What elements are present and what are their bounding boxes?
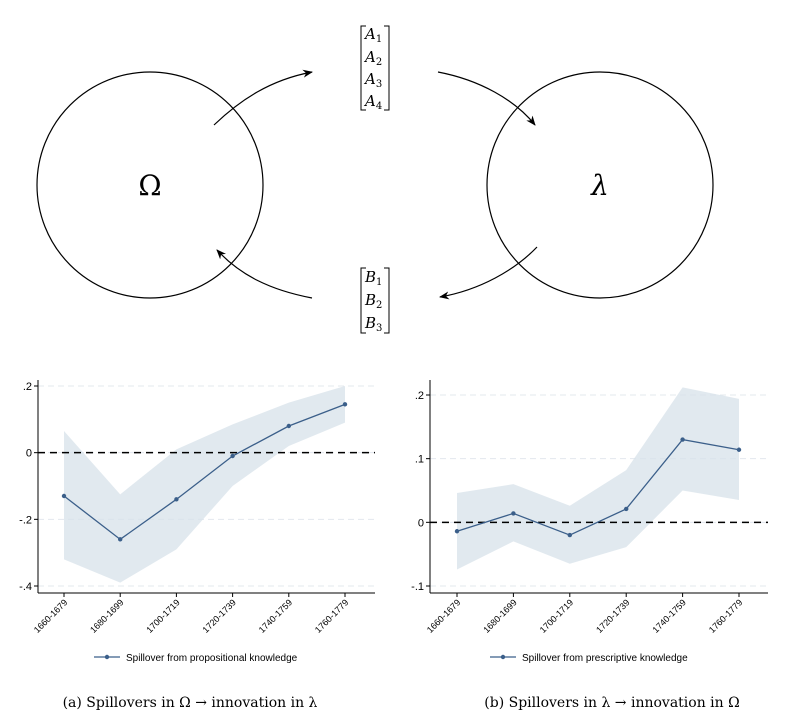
diagram: Ω λ A1 A2 A3 A4 B1 B2 B3 [36, 25, 714, 334]
x-tick-label: 1680-1699 [88, 597, 126, 635]
arrow-a-to-lambda [437, 71, 536, 126]
x-tick-label: 1660-1679 [32, 597, 70, 635]
x-tick-label: 1760-1779 [313, 597, 351, 635]
vector-a-entry: A4 [363, 92, 382, 112]
y-tick-label: -.1 [411, 581, 424, 593]
y-tick-label: -.4 [19, 581, 32, 593]
y-tick-label: -.2 [19, 514, 32, 526]
omega-circle [36, 71, 264, 299]
vector-b-entry: B1 [364, 268, 382, 288]
y-tick-label: 0 [26, 448, 32, 460]
data-point [342, 402, 348, 407]
data-point [680, 437, 685, 442]
vector-b-entry: B2 [364, 291, 382, 311]
lambda-label: λ [590, 169, 609, 202]
y-tick-label: 0 [418, 517, 424, 529]
x-tick-label: 1740-1759 [651, 597, 689, 635]
data-point [61, 493, 67, 499]
data-point [174, 497, 179, 502]
data-point [736, 447, 742, 452]
legend-label: Spillover from prescriptive knowledge [522, 653, 688, 664]
vector-b-entry: B3 [364, 314, 382, 334]
x-tick-label: 1720-1739 [201, 597, 239, 635]
vector-b-right-bracket [384, 267, 390, 334]
x-tick-label: 1660-1679 [425, 597, 463, 635]
x-tick-label: 1760-1779 [707, 597, 745, 635]
x-tick-label: 1700-1719 [538, 597, 576, 635]
lambda-circle [486, 71, 714, 299]
legend-label: Spillover from propositional knowledge [126, 653, 298, 664]
confidence-band [64, 386, 345, 583]
data-point [230, 453, 235, 459]
series-line [63, 403, 346, 541]
data-point [286, 423, 291, 429]
x-tick-label: 1720-1739 [594, 597, 632, 635]
vector-a-entry: A3 [363, 70, 382, 90]
vector-b: B1 B2 B3 [360, 267, 390, 334]
data-point [454, 529, 460, 534]
vector-a-entry: A2 [363, 48, 382, 68]
series-line [456, 438, 740, 536]
vector-a-entry: A1 [363, 25, 382, 45]
arrow-lambda-to-b [439, 246, 538, 300]
arrow-omega-to-a [213, 69, 313, 126]
data-point [624, 506, 629, 512]
caption-b: (b) Spillovers in λ → innovation in Ω [484, 695, 739, 711]
vector-a-left-bracket [360, 25, 366, 111]
y-tick-label: .1 [415, 454, 424, 466]
x-tick-label: 1680-1699 [481, 597, 519, 635]
legend-marker [500, 654, 506, 660]
y-tick-label: .2 [415, 390, 424, 402]
data-point [511, 511, 516, 516]
vector-b-left-bracket [360, 267, 366, 334]
confidence-band [457, 387, 739, 570]
data-point [118, 537, 123, 542]
caption-a: (a) Spillovers in Ω → innovation in λ [63, 695, 318, 711]
x-tick-label: 1740-1759 [257, 597, 295, 635]
vector-a: A1 A2 A3 A4 [360, 25, 390, 112]
vector-a-right-bracket [384, 25, 390, 111]
legend-marker [104, 654, 110, 660]
y-tick-label: .2 [23, 381, 32, 393]
omega-label: Ω [138, 169, 161, 202]
arrow-b-to-omega [216, 249, 313, 299]
x-tick-label: 1700-1719 [144, 597, 182, 635]
data-point [567, 532, 572, 538]
